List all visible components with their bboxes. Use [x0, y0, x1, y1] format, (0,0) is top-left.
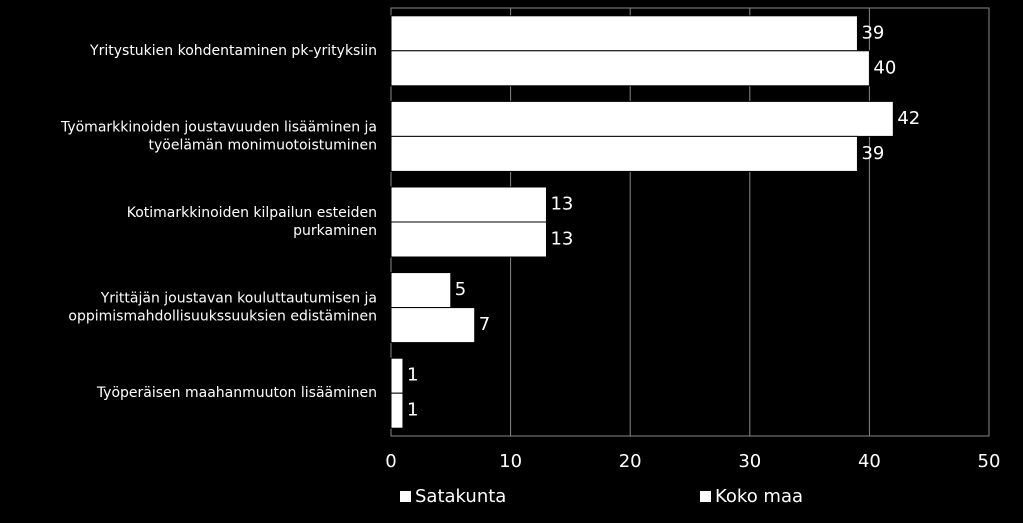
value-label: 42 — [897, 108, 920, 129]
x-tick-label: 30 — [738, 451, 761, 472]
value-label: 40 — [873, 57, 896, 78]
category-label: Kotimarkkinoiden kilpailun esteiden — [127, 205, 377, 221]
legend-swatch — [400, 491, 411, 502]
category-label: työelämän monimuotoistuminen — [149, 137, 378, 153]
bar — [390, 135, 858, 172]
legend-label: Koko maa — [715, 486, 803, 507]
category-label: oppimismahdollisuukssuuksien edistäminen — [68, 309, 377, 325]
value-label: 1 — [407, 365, 418, 386]
value-label: 13 — [550, 229, 573, 250]
category-label: Yritystukien kohdentaminen pk-yrityksiin — [89, 43, 377, 59]
x-tick-label: 0 — [385, 451, 396, 472]
bar — [390, 50, 870, 87]
category-label: Työmarkkinoiden joustavuuden lisääminen … — [60, 119, 377, 135]
x-tick-label: 10 — [499, 451, 522, 472]
bar — [390, 357, 404, 394]
value-label: 13 — [550, 194, 573, 215]
value-label: 1 — [407, 400, 418, 421]
bar — [390, 307, 476, 344]
bar — [390, 100, 894, 137]
bar — [390, 392, 404, 429]
value-label: 39 — [861, 22, 884, 43]
x-tick-label: 40 — [858, 451, 881, 472]
bar — [390, 15, 858, 52]
value-label: 39 — [861, 143, 884, 164]
category-label: Yrittäjän joustavan kouluttautumisen ja — [100, 291, 377, 307]
value-label: 5 — [455, 279, 466, 300]
bar — [390, 221, 547, 258]
bar — [390, 186, 547, 223]
bar — [390, 272, 452, 309]
x-tick-label: 20 — [619, 451, 642, 472]
value-label: 7 — [479, 314, 490, 335]
category-label: purkaminen — [293, 223, 377, 239]
x-tick-label: 50 — [978, 451, 1001, 472]
legend-label: Satakunta — [415, 486, 506, 507]
legend-swatch — [700, 491, 711, 502]
category-label: Työperäisen maahanmuuton lisääminen — [96, 385, 377, 401]
